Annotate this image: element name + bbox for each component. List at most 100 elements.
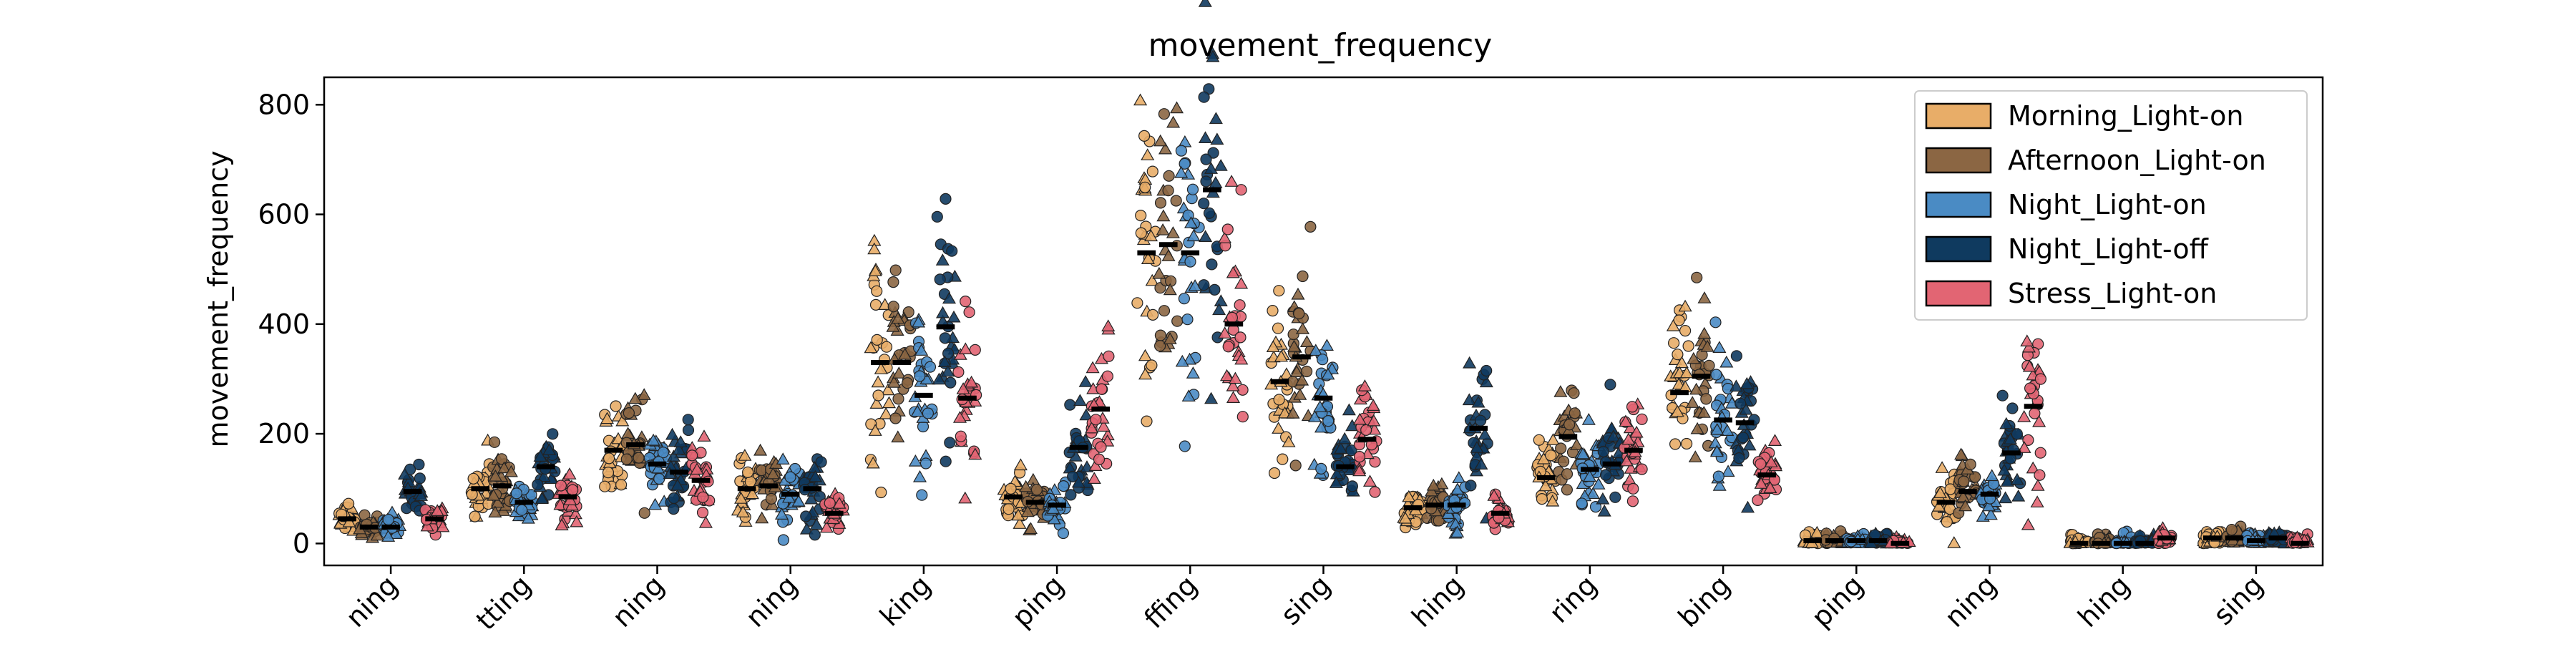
data-point — [521, 511, 535, 524]
data-point — [1273, 285, 1285, 297]
data-point — [1720, 424, 1735, 437]
data-point — [1317, 354, 1329, 366]
data-point — [1604, 379, 1616, 391]
data-point — [908, 454, 922, 467]
data-point — [1219, 369, 1234, 381]
data-point — [1740, 500, 1755, 513]
data-point — [1465, 480, 1477, 492]
data-point — [1810, 525, 1824, 538]
data-point — [1186, 366, 1200, 379]
data-point — [1703, 359, 1715, 371]
data-point — [1369, 486, 1381, 498]
data-point — [1161, 249, 1176, 261]
data-point — [1046, 502, 1060, 514]
data-point — [1169, 101, 1184, 114]
data-point — [1678, 299, 1692, 312]
data-point — [668, 492, 680, 505]
data-point — [547, 428, 559, 440]
data-point — [1131, 297, 1143, 309]
data-point — [880, 341, 893, 353]
data-point — [697, 429, 711, 442]
data-point — [1293, 308, 1305, 320]
data-point — [952, 411, 967, 423]
data-point — [919, 457, 932, 470]
data-point — [1487, 489, 1501, 501]
data-point — [1163, 332, 1177, 344]
data-point — [628, 391, 643, 404]
data-point — [887, 276, 899, 288]
data-point — [1235, 184, 1247, 196]
data-point — [567, 484, 579, 496]
data-point — [968, 447, 982, 460]
data-point — [1754, 477, 1768, 489]
data-point — [864, 341, 878, 354]
data-point — [1214, 294, 1228, 306]
data-point — [1175, 145, 1188, 157]
data-point — [1135, 210, 1147, 222]
data-point — [1367, 414, 1381, 427]
data-point — [1636, 413, 1648, 425]
data-point — [1272, 422, 1286, 434]
data-point — [1730, 350, 1742, 362]
data-point — [1581, 412, 1596, 425]
data-point — [1158, 305, 1171, 317]
data-point — [952, 366, 965, 379]
y-tick-label: 400 — [258, 308, 310, 340]
data-point — [1146, 165, 1158, 177]
data-point — [510, 487, 523, 500]
data-point — [615, 479, 628, 491]
data-point — [958, 491, 972, 504]
data-point — [1433, 515, 1445, 527]
data-point — [1198, 279, 1210, 291]
data-point — [1184, 216, 1199, 228]
data-point — [430, 504, 444, 517]
data-point — [1228, 371, 1242, 384]
data-point — [1166, 115, 1181, 128]
data-point — [1669, 438, 1682, 450]
data-point — [881, 383, 895, 396]
data-point — [381, 530, 396, 542]
data-point — [1175, 354, 1189, 367]
data-point — [682, 414, 694, 426]
data-point — [1066, 470, 1079, 483]
data-point — [1470, 440, 1484, 453]
data-point — [815, 456, 827, 468]
data-point — [1236, 411, 1249, 423]
data-point — [1369, 456, 1381, 468]
data-point — [1093, 453, 1106, 466]
data-point — [1583, 470, 1597, 482]
data-point — [2020, 334, 2034, 346]
data-point — [1171, 315, 1184, 327]
data-point — [1697, 326, 1712, 339]
data-point — [882, 396, 897, 409]
data-point — [1141, 415, 1153, 427]
data-point — [1289, 365, 1304, 378]
data-point — [1553, 385, 1568, 397]
data-point — [1085, 361, 1100, 374]
data-point — [755, 511, 769, 524]
data-point — [1334, 442, 1348, 454]
data-point — [1273, 394, 1285, 406]
data-point — [1274, 349, 1289, 362]
data-point — [1186, 183, 1199, 195]
data-point — [1474, 457, 1488, 470]
data-point — [946, 245, 958, 257]
data-point — [1095, 441, 1107, 453]
data-point — [1319, 339, 1334, 351]
data-point — [1480, 364, 1493, 377]
chart-title: movement_frequency — [1148, 27, 1493, 64]
data-point — [1141, 252, 1155, 264]
data-point — [1145, 273, 1159, 286]
data-point — [2011, 428, 2023, 440]
data-point — [1435, 477, 1449, 490]
data-point — [1174, 165, 1189, 178]
data-point — [1071, 475, 1085, 488]
data-point — [1636, 463, 1648, 475]
data-point — [1226, 311, 1239, 324]
data-point — [940, 455, 952, 467]
data-point — [871, 334, 883, 346]
data-point — [1184, 256, 1196, 268]
data-point — [1546, 433, 1561, 445]
